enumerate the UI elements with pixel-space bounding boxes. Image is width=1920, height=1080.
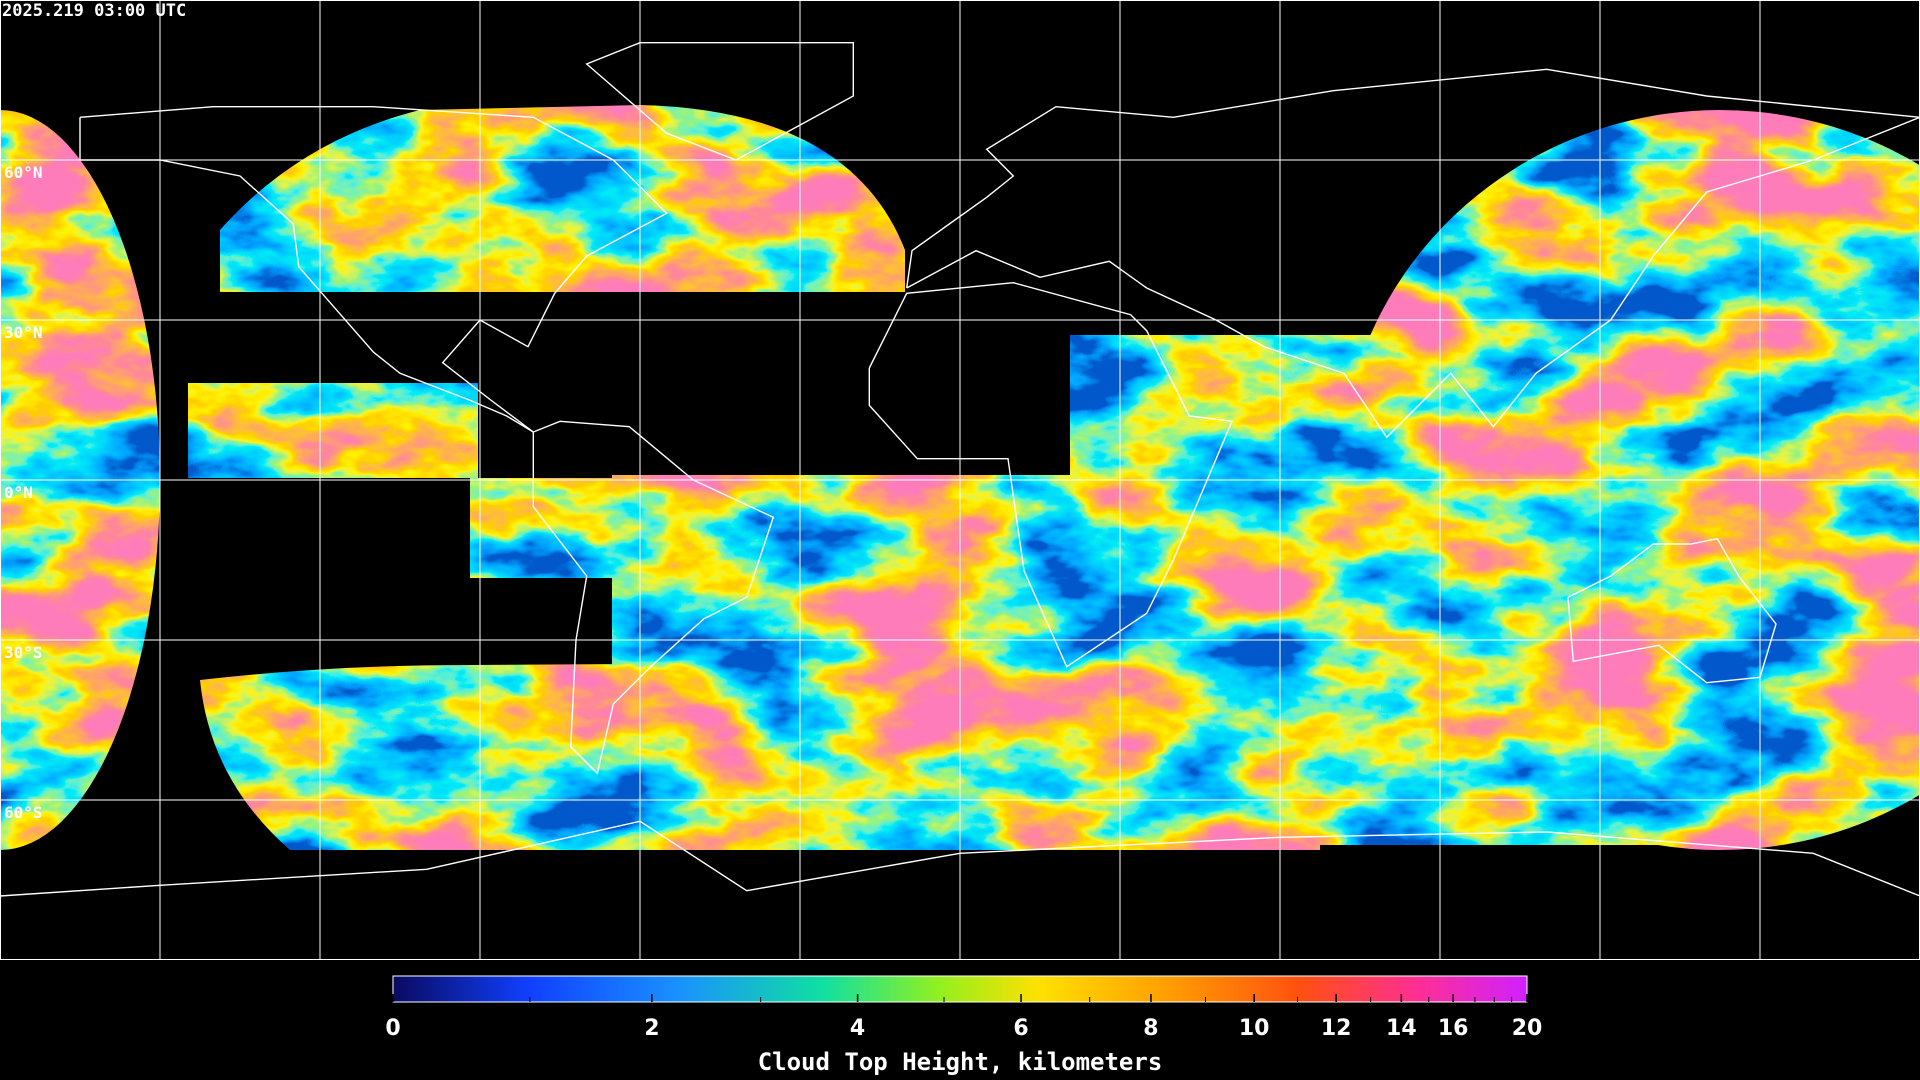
colorbar-tick-label: 0 (385, 1016, 400, 1041)
timestamp: 2025.219 03:00 UTC (2, 1, 186, 21)
latitude-label: 0°N (4, 483, 33, 502)
coastline (0, 820, 1920, 897)
colorbar: 0 2 4 6 8 10 12 14 16 20 (385, 975, 1543, 1041)
colorbar-title: Cloud Top Height, kilometers (758, 1048, 1163, 1076)
colorbar-tick-label: 16 (1438, 1016, 1469, 1041)
colorbar-tick-label: 12 (1321, 1016, 1352, 1041)
latitude-label: 30°S (4, 643, 43, 662)
colorbar-gradient (392, 975, 1528, 1003)
colorbar-tick-label: 2 (644, 1016, 659, 1041)
latitude-label: 30°N (4, 323, 43, 342)
colorbar-tick-label: 14 (1386, 1016, 1417, 1041)
coastline (868, 281, 1234, 668)
colorbar-tick-label: 4 (850, 1016, 865, 1041)
coastline (532, 420, 775, 775)
graticule: 60°N 30°N 0°N 30°S 60°S (0, 0, 1920, 960)
coastlines (0, 42, 1920, 897)
latitude-label: 60°S (4, 803, 43, 822)
colorbar-tick-label: 6 (1013, 1016, 1028, 1041)
coastline (1567, 537, 1777, 684)
colorbar-tick-label: 10 (1239, 1016, 1270, 1041)
coastline (906, 68, 1920, 439)
colorbar-tick-label: 8 (1143, 1016, 1158, 1041)
latitude-label: 60°N (4, 163, 43, 182)
colorbar-tick-label: 20 (1512, 1016, 1543, 1041)
coastline (79, 106, 668, 433)
